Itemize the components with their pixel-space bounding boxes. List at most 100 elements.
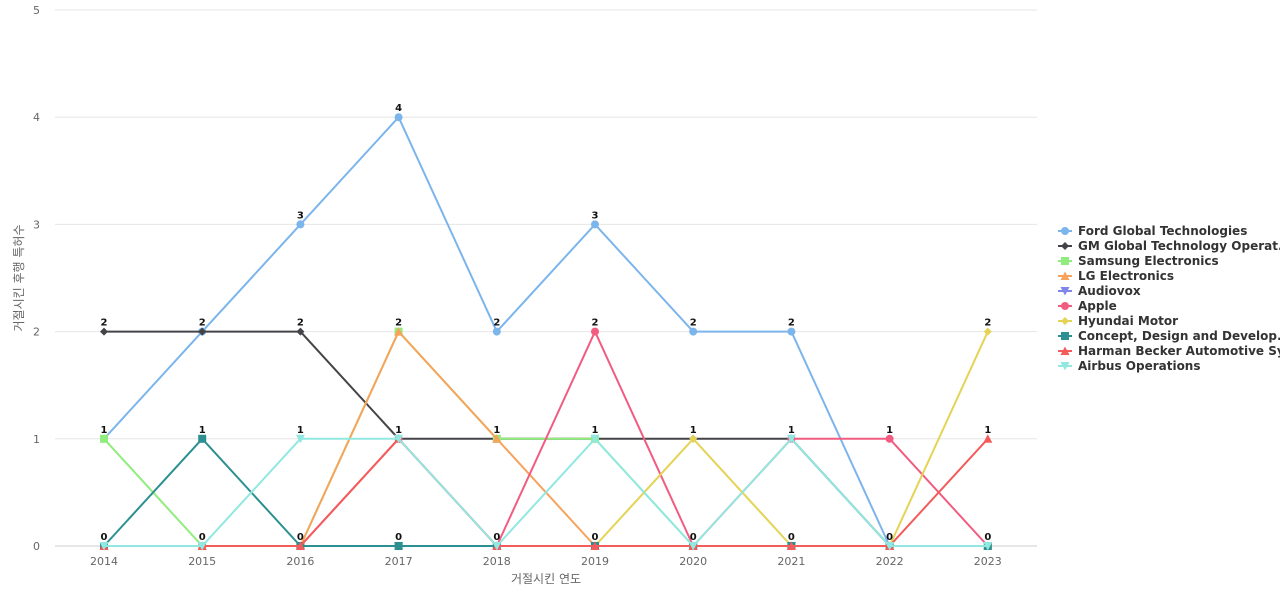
data-label: 0 xyxy=(788,532,795,543)
data-point xyxy=(689,434,698,443)
data-point xyxy=(590,434,600,444)
y-tick-label: 1 xyxy=(33,433,40,446)
data-point xyxy=(786,541,796,550)
data-point xyxy=(590,541,600,550)
data-point xyxy=(99,542,109,551)
legend-marker xyxy=(1061,317,1069,325)
x-tick-label: 2019 xyxy=(581,555,609,568)
data-point xyxy=(394,434,404,444)
data-label: 0 xyxy=(984,532,991,543)
legend-label: Hyundai Motor xyxy=(1078,314,1178,328)
legend-label: Airbus Operations xyxy=(1078,359,1201,373)
data-point xyxy=(689,327,698,336)
data-label: 3 xyxy=(297,210,304,221)
data-label: 0 xyxy=(886,532,893,543)
data-point xyxy=(786,434,796,444)
data-labels: 2 1 0 2 1 0 3 2 1 0 4 2 1 0 2 1 0 3 2 1 0 2 1 0 2 1 0 1 0 2 1 0 xyxy=(101,103,992,543)
data-label: 1 xyxy=(395,425,402,436)
data-point xyxy=(295,434,305,444)
y-tick-label: 4 xyxy=(33,111,40,124)
legend-item[interactable]: LG Electronics xyxy=(1058,269,1174,283)
x-tick-label: 2022 xyxy=(876,555,904,568)
legend-marker xyxy=(1061,227,1069,235)
legend-label: LG Electronics xyxy=(1078,269,1174,283)
data-point xyxy=(983,327,992,336)
data-point xyxy=(394,327,404,336)
data-point xyxy=(492,327,501,336)
legend-label: Ford Global Technologies xyxy=(1078,224,1247,238)
data-point xyxy=(100,434,108,443)
legend-item[interactable]: Audiovox xyxy=(1058,284,1141,298)
data-point xyxy=(591,327,599,336)
data-point xyxy=(492,542,502,551)
legend-item[interactable]: Samsung Electronics xyxy=(1058,254,1219,268)
x-tick-label: 2014 xyxy=(90,555,118,568)
legend-marker xyxy=(1061,332,1069,340)
y-tick-label: 5 xyxy=(33,4,40,17)
legend-marker xyxy=(1060,287,1070,296)
data-label: 3 xyxy=(592,210,599,221)
data-label: 1 xyxy=(690,425,697,436)
x-axis-title: 거절시킨 연도 xyxy=(511,572,581,586)
data-point xyxy=(394,542,403,550)
series-group xyxy=(99,113,993,551)
x-tick-label: 2018 xyxy=(483,555,511,568)
data-label: 2 xyxy=(297,318,304,329)
data-point xyxy=(591,220,599,229)
data-label: 2 xyxy=(101,318,108,329)
legend-item[interactable]: Apple xyxy=(1058,299,1117,313)
data-label: 0 xyxy=(493,532,500,543)
y-axis: 0 1 2 3 4 5 xyxy=(33,4,40,553)
data-label: 1 xyxy=(592,425,599,436)
x-tick-label: 2021 xyxy=(777,555,805,568)
series-10[interactable] xyxy=(99,434,993,551)
legend-label: GM Global Technology Operat... xyxy=(1078,239,1280,253)
y-tick-label: 0 xyxy=(33,540,40,553)
data-point xyxy=(198,434,207,443)
data-point xyxy=(492,434,502,443)
data-label: 2 xyxy=(592,318,599,329)
data-label: 1 xyxy=(788,425,795,436)
legend-label: Samsung Electronics xyxy=(1078,254,1219,268)
legend-item[interactable]: Harman Becker Automotive Sy... xyxy=(1058,344,1280,358)
legend-item[interactable]: GM Global Technology Operat... xyxy=(1058,239,1280,253)
data-label: 0 xyxy=(690,532,697,543)
data-label: 1 xyxy=(984,425,991,436)
legend-label: Harman Becker Automotive Sy... xyxy=(1078,344,1280,358)
y-axis-title: 거절시킨 후행 특허수 xyxy=(11,225,26,332)
data-point xyxy=(688,542,698,551)
data-label: 0 xyxy=(199,532,206,543)
legend-label: Concept, Design and Develop... xyxy=(1078,329,1280,343)
data-label: 2 xyxy=(395,318,402,329)
legend-label: Audiovox xyxy=(1078,284,1141,298)
x-tick-label: 2017 xyxy=(385,555,413,568)
legend-item[interactable]: Ford Global Technologies xyxy=(1058,224,1247,238)
data-point xyxy=(983,542,993,551)
y-tick-label: 2 xyxy=(33,326,40,339)
data-point xyxy=(983,434,993,443)
data-point xyxy=(100,327,108,336)
data-label: 1 xyxy=(886,425,893,436)
x-tick-label: 2020 xyxy=(679,555,707,568)
legend-item[interactable]: Hyundai Motor xyxy=(1058,314,1178,328)
data-label: 1 xyxy=(101,425,108,436)
data-point xyxy=(394,113,403,122)
legend-marker xyxy=(1060,346,1070,355)
data-label: 0 xyxy=(395,532,402,543)
data-label: 4 xyxy=(395,103,402,114)
legend-item[interactable]: Concept, Design and Develop... xyxy=(1058,329,1280,343)
legend-marker xyxy=(1060,362,1070,371)
legend-marker xyxy=(1061,302,1069,310)
x-tick-label: 2016 xyxy=(286,555,314,568)
data-label: 2 xyxy=(984,318,991,329)
series-line[interactable] xyxy=(104,437,988,547)
legend-item[interactable]: Airbus Operations xyxy=(1058,359,1201,373)
data-point xyxy=(296,220,305,229)
data-label: 0 xyxy=(101,532,108,543)
series-line[interactable] xyxy=(104,437,989,547)
data-label: 1 xyxy=(199,425,206,436)
legend-marker xyxy=(1061,257,1069,265)
